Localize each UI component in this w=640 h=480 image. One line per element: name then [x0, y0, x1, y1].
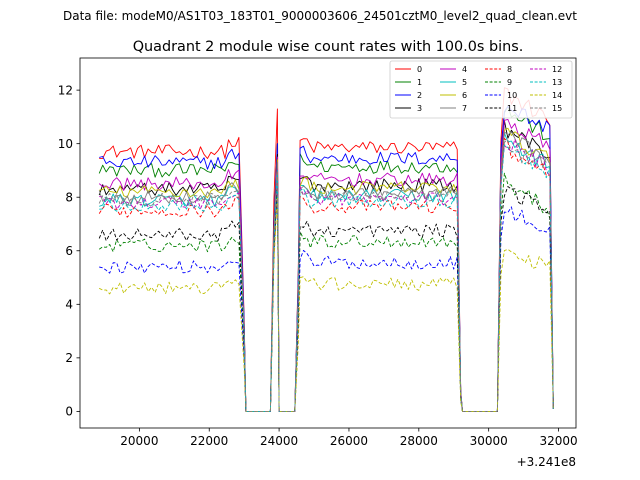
- y-tick-label: 0: [65, 405, 73, 419]
- legend-label-12: 12: [552, 65, 562, 74]
- suptitle: Data file: modeM0/AS1T03_183T01_90000036…: [63, 9, 577, 23]
- series-line-11: [98, 180, 554, 412]
- y-tick-label: 2: [65, 351, 73, 365]
- legend-label-7: 7: [462, 104, 467, 113]
- legend-label-4: 4: [462, 65, 467, 74]
- x-tick-label: 24000: [260, 434, 298, 448]
- y-tick-label: 10: [58, 137, 73, 151]
- legend-label-0: 0: [417, 65, 422, 74]
- y-tick-label: 8: [65, 191, 73, 205]
- x-tick-label: 30000: [470, 434, 508, 448]
- legend-label-9: 9: [507, 78, 512, 87]
- x-tick-label: 32000: [539, 434, 577, 448]
- series-line-14: [98, 196, 554, 412]
- y-tick-label: 6: [65, 244, 73, 258]
- x-tick-label: 28000: [400, 434, 438, 448]
- y-tick-label: 4: [65, 298, 73, 312]
- legend-label-1: 1: [417, 78, 422, 87]
- x-axis: 20000 22000 24000 26000 28000 30000 32000: [120, 428, 578, 448]
- plot-frame: [79, 57, 577, 429]
- legend-label-6: 6: [462, 91, 467, 100]
- series-line-15: [98, 139, 554, 412]
- legend-label-10: 10: [507, 91, 517, 100]
- x-tick-label: 26000: [330, 434, 368, 448]
- legend-label-14: 14: [552, 91, 562, 100]
- legend-label-2: 2: [417, 91, 422, 100]
- legend-label-13: 13: [552, 78, 562, 87]
- x-tick-label: 20000: [120, 434, 158, 448]
- chart-title: Quadrant 2 module wise count rates with …: [133, 39, 524, 55]
- x-tick-label: 22000: [190, 434, 228, 448]
- legend-label-3: 3: [417, 104, 422, 113]
- legend-frame: [389, 60, 573, 119]
- y-tick-label: 12: [58, 83, 73, 97]
- legend-label-11: 11: [507, 104, 517, 113]
- legend-label-8: 8: [507, 65, 512, 74]
- legend-label-5: 5: [462, 78, 467, 87]
- x-offset-text: +3.241e8: [517, 455, 576, 469]
- y-axis: 0 2 4 6 8 10 12: [58, 83, 80, 419]
- legend-label-15: 15: [552, 104, 562, 113]
- series-layer: [98, 87, 554, 412]
